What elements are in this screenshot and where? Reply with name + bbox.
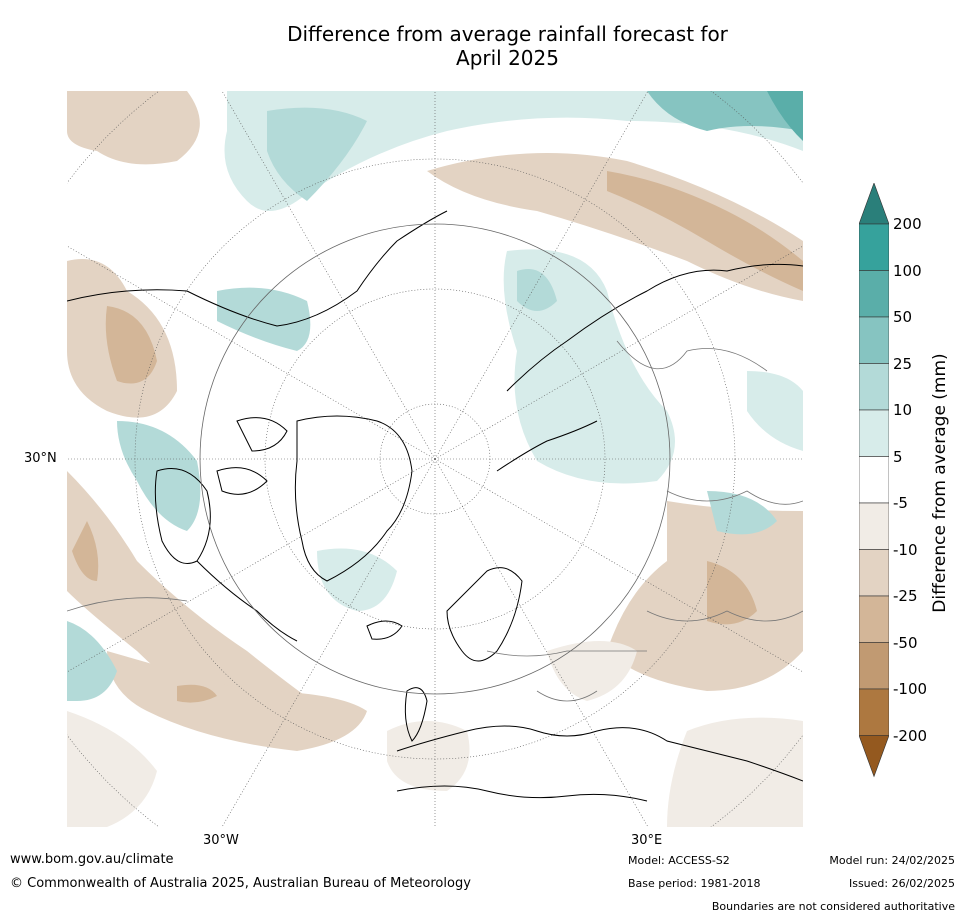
colorbar-band: [859, 688, 889, 736]
title-line-1: Difference from average rainfall forecas…: [287, 22, 728, 46]
colorbar-band: [859, 270, 889, 318]
base-period-text: Base period: 1981-2018: [628, 877, 761, 890]
colorbar-extend-top: [859, 183, 889, 225]
colorbar-tick-label: -100: [893, 680, 928, 698]
colorbar-band: [859, 316, 889, 364]
colorbar: [859, 183, 889, 778]
colorbar-tick-label: -50: [893, 633, 918, 652]
latitude-30n-circle: [199, 223, 671, 695]
graticule: [67, 91, 803, 827]
colorbar-extend-bottom: [859, 735, 889, 778]
colorbar-tick-label: -25: [893, 587, 918, 605]
colorbar-tick-label: 50: [893, 308, 913, 326]
colorbar-band: [859, 549, 889, 597]
borders: [67, 340, 803, 702]
map-svg: [67, 91, 803, 827]
website-link[interactable]: www.bom.gov.au/climate: [10, 852, 174, 867]
title-line-2: April 2025: [456, 46, 559, 70]
colorbar-band: [859, 456, 889, 504]
coastlines: [67, 210, 803, 802]
colorbar-tick-label: -10: [893, 540, 918, 559]
colorbar-tick-label: 5: [893, 447, 903, 466]
colorbar-tick-label: -5: [893, 494, 908, 512]
lat-label-30n: 30°N: [24, 451, 57, 466]
colorbar-band: [859, 363, 889, 411]
lon-label-30e: 30°E: [631, 833, 663, 848]
model-run-text: Model run: 24/02/2025: [829, 854, 955, 867]
chart-title: Difference from average rainfall forecas…: [200, 22, 815, 70]
colorbar-tick-label: 200: [893, 215, 922, 233]
lon-label-30w: 30°W: [203, 833, 239, 848]
boundaries-note: Boundaries are not considered authoritat…: [711, 900, 955, 913]
anomaly-shading: [67, 91, 803, 827]
colorbar-tick-label: 10: [893, 401, 913, 419]
colorbar-band: [859, 642, 889, 690]
colorbar-title: Difference from average (mm): [930, 353, 950, 613]
colorbar-tick-label: 100: [893, 261, 922, 280]
colorbar-tick-label: 25: [893, 354, 913, 373]
model-text: Model: ACCESS-S2: [628, 854, 730, 867]
forecast-map[interactable]: [67, 91, 803, 827]
colorbar-band: [859, 223, 889, 271]
colorbar-band: [859, 595, 889, 643]
colorbar-band: [859, 502, 889, 550]
colorbar-tick-label: -200: [893, 726, 928, 745]
copyright-text: © Commonwealth of Australia 2025, Austra…: [10, 876, 471, 891]
colorbar-band: [859, 409, 889, 457]
issued-text: Issued: 26/02/2025: [848, 877, 955, 890]
